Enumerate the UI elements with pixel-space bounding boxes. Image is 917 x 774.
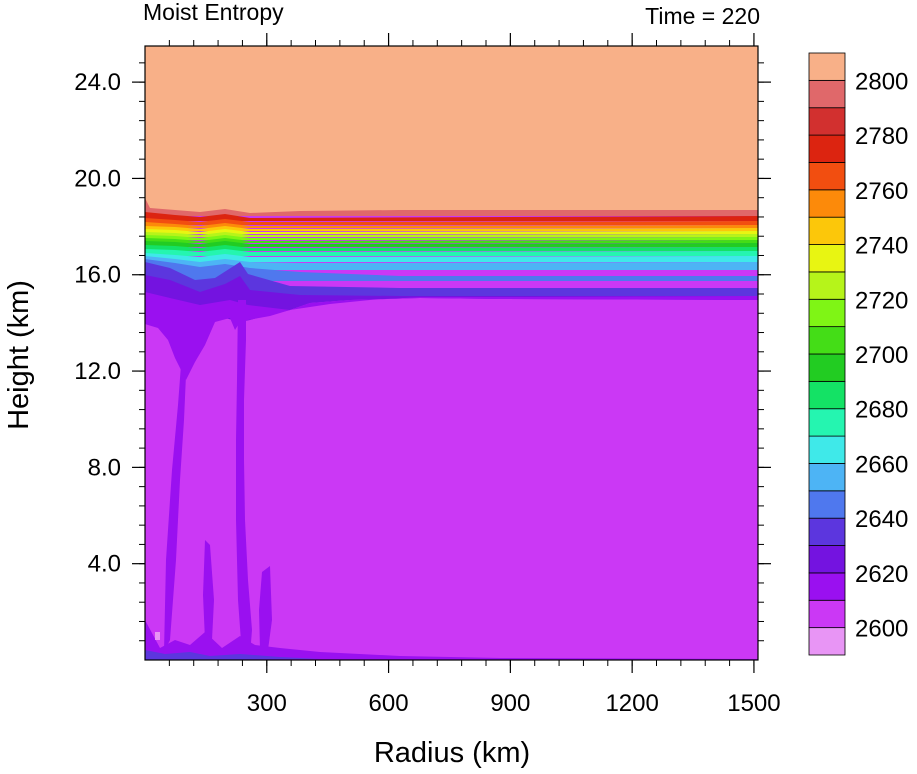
colorbar-swatch [808,52,846,81]
band-2650 [145,259,758,281]
chart-title: Moist Entropy [143,0,284,25]
x-axis-label: Radius (km) [374,737,530,769]
band-2770 [145,218,758,225]
band-2640 [145,262,758,296]
colorbar-tick-label: 2740 [855,233,908,260]
colorbar-tick-label: 2800 [855,68,908,95]
colorbar-tick-label: 2600 [855,616,908,643]
band-2760 [145,222,758,228]
band-2800 [145,198,758,216]
plume-outer [259,566,272,650]
band-2680 [145,249,758,256]
colorbar-tick-label: 2720 [855,287,908,314]
colorbar-tick-label: 2700 [855,342,908,369]
colorbar-swatch [808,545,846,574]
contour-field [145,46,758,660]
colorbar: 2600 2620 2640 2660 2680 2700 2720 2740 2760 2780… [808,52,908,656]
x-tick-label: 600 [369,690,409,717]
colorbar-swatch [808,380,846,410]
band-2750 [145,226,758,231]
band-2690 [145,245,758,251]
y-tick-label: 12.0 [74,358,121,385]
colorbar-swatch [808,107,846,136]
x-tick-label: 1200 [605,690,658,717]
x-tick-label: 900 [490,690,530,717]
colorbar-swatch [808,162,846,191]
plot-frame [144,45,759,661]
band-2630 [145,275,758,328]
plume-eyewall [236,300,252,655]
band-2700 [145,241,758,247]
colorbar-swatch [808,463,846,492]
colorbar-tick-label: 2660 [855,451,908,478]
axes: 300 600 900 1200 1500 4.0 8.0 12.0 16.0 20.0 24.0 [74,33,781,717]
band-2740 [145,229,758,234]
colorbar-tick-label: 2620 [855,561,908,588]
band-2720 [145,235,758,240]
colorbar-tick-label: 2760 [855,178,908,205]
colorbar-swatch [808,353,846,382]
colorbar-swatch [808,216,846,245]
chart-subtitle: Time = 220 [645,3,760,29]
surface-layer [145,620,758,660]
colorbar-swatch [808,435,846,464]
colorbar-swatch [808,271,846,300]
stratosphere-fill [145,46,758,214]
y-axis-label: Height (km) [3,280,35,430]
y-tick-label: 24.0 [74,69,121,96]
colorbar-swatch [808,408,846,437]
colorbar-swatch [808,627,846,656]
x-tick-label: 1500 [727,690,780,717]
band-2710 [145,238,758,243]
colorbar-swatch [808,517,846,546]
band-2790 [145,212,758,221]
colorbar-tick-label: 2680 [855,397,908,424]
colorbar-swatch [808,244,846,273]
colorbar-swatch [808,326,846,355]
x-tick-label: 300 [247,690,287,717]
surface-layer-core [145,650,320,660]
colorbar-swatch [808,599,846,629]
y-tick-label: 20.0 [74,165,121,192]
colorbar-tick-label: 2640 [855,506,908,533]
y-tick-label: 16.0 [74,262,121,289]
colorbar-swatch [808,572,846,601]
colorbar-swatch [808,490,846,519]
colorbar-tick-label: 2780 [855,123,908,150]
colorbar-swatch [808,134,846,163]
band-2730 [145,232,758,237]
colorbar-swatch [808,189,846,218]
y-tick-label: 4.0 [88,551,121,578]
plume-inner [164,365,186,652]
y-tick-label: 8.0 [88,454,121,481]
band-2660 [145,256,758,270]
surface-high-spot [155,632,160,640]
colorbar-swatch [808,79,846,109]
band-2670 [145,253,758,262]
plume-secondary [203,540,214,640]
colorbar-swatch [808,298,846,328]
